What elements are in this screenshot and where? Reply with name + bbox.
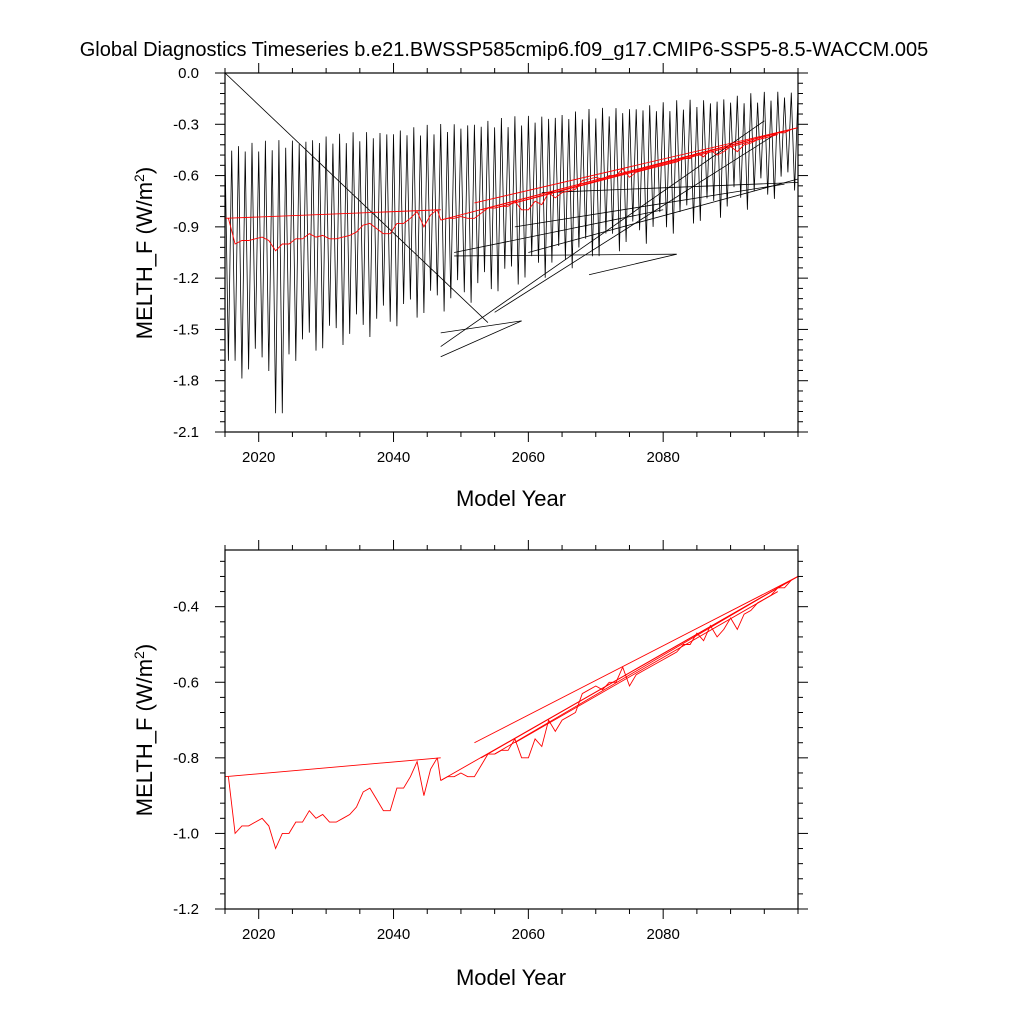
bottom-x-tick-label: 2080 — [646, 926, 679, 943]
bottom-annual-wrap-line-2 — [474, 576, 798, 744]
top-y-tick-label: -0.6 — [173, 168, 199, 185]
top-monthly-wrap-line-9 — [514, 183, 785, 228]
top-plot-frame — [224, 72, 799, 433]
bottom-x-tick-label: 2040 — [377, 926, 410, 943]
top-y-tick-label: -0.9 — [173, 219, 199, 236]
bottom-annual-wrap-line-5 — [514, 591, 779, 744]
bottom-panel: 2020 2040 2060 2080 -1.2 -1.0 -0.8 -0.6 -0.4 Mod… — [131, 540, 808, 990]
top-y-axis-label: MELTH_F (W/m2) — [131, 167, 157, 339]
top-x-tick-label: 2060 — [512, 449, 545, 466]
top-monthly-wrap-line-7 — [494, 132, 778, 313]
bottom-y-tick-label: -1.2 — [173, 901, 199, 918]
bottom-plot-frame — [224, 549, 799, 910]
top-monthly-wrap-line-3 — [454, 209, 664, 253]
top-monthly-wrap-line-6 — [440, 120, 765, 347]
top-y-tick-label: -1.2 — [173, 270, 199, 287]
bottom-y-tick-label: -0.8 — [173, 750, 199, 767]
top-annual-wrap-line-0 — [225, 209, 441, 219]
top-y-tick-label: -1.8 — [173, 373, 199, 390]
bottom-panel-axes: 2020 2040 2060 2080 -1.2 -1.0 -0.8 -0.6 -0.4 — [173, 540, 808, 943]
top-annual-join — [663, 163, 671, 166]
bottom-annual-join — [662, 655, 671, 660]
top-panel: 2020 2040 2060 2080 -2.1 -1.8 -1.5 -1.2 -0.9 -0.6… — [131, 63, 808, 511]
top-y-tick-label: -1.5 — [173, 321, 199, 338]
top-monthly-wrap-line-8 — [528, 178, 798, 253]
top-annual-join — [436, 209, 442, 221]
top-monthly-wrap-line-4 — [454, 253, 677, 257]
bottom-annual-wrap-line-3 — [480, 579, 792, 759]
top-annual-wrap-line-5 — [514, 134, 778, 204]
bottom-x-axis-label: Model Year — [456, 965, 566, 990]
bottom-panel-marks — [225, 576, 798, 850]
top-y-tick-label: -0.3 — [173, 116, 199, 133]
top-annual-segment-a — [227, 209, 438, 252]
bottom-annual-join — [436, 757, 442, 781]
top-x-tick-label: 2040 — [377, 449, 410, 466]
bottom-y-axis-label: MELTH_F (W/m2) — [131, 644, 157, 816]
top-monthly-wrap-line-0 — [225, 73, 489, 323]
top-panel-marks — [225, 73, 798, 414]
top-x-axis-label: Model Year — [456, 486, 566, 511]
top-annual-wrap-line-2 — [474, 127, 798, 204]
bottom-annual-wrap-line-0 — [225, 757, 441, 778]
top-x-tick-label: 2020 — [242, 449, 275, 466]
bottom-annual-wrap-line-4 — [494, 583, 785, 755]
bottom-x-tick-label: 2020 — [242, 926, 275, 943]
bottom-x-tick-label: 2060 — [512, 926, 545, 943]
top-monthly-wrap-line-5 — [588, 253, 677, 276]
top-panel-axes: 2020 2040 2060 2080 -2.1 -1.8 -1.5 -1.2 -0.9 -0.6… — [173, 63, 808, 466]
bottom-y-tick-label: -1.0 — [173, 825, 199, 842]
top-y-tick-label: -2.1 — [173, 424, 199, 441]
top-monthly-wrap-line-1 — [440, 320, 522, 358]
bottom-annual-segment-a — [227, 757, 438, 850]
top-monthly-wrap-line-10 — [541, 182, 798, 194]
chart-title: Global Diagnostics Timeseries b.e21.BWSS… — [80, 39, 929, 61]
top-monthly-series — [225, 91, 798, 414]
bottom-annual-segment-c — [669, 579, 792, 657]
top-monthly-wrap-line-2 — [440, 320, 522, 334]
top-y-tick-label: 0.0 — [178, 65, 199, 82]
top-x-tick-label: 2080 — [646, 449, 679, 466]
bottom-y-tick-label: -0.4 — [173, 599, 199, 616]
bottom-y-tick-label: -0.6 — [173, 674, 199, 691]
